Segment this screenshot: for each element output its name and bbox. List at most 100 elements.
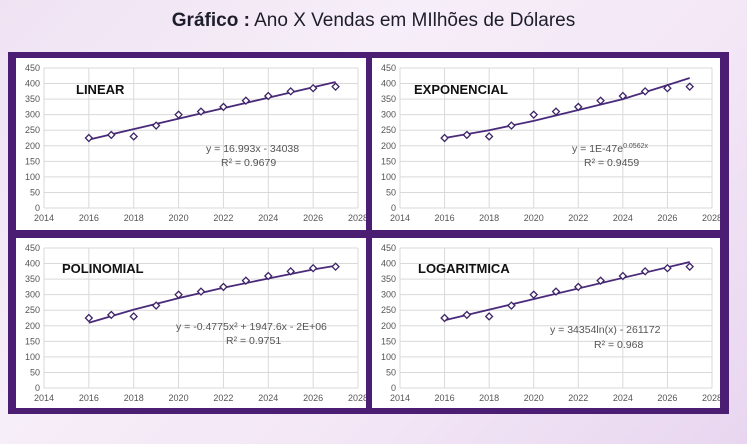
y-tick-label: 350	[25, 94, 40, 104]
data-point	[241, 276, 251, 285]
x-tick-label: 2028	[348, 393, 366, 403]
y-tick-label: 250	[25, 125, 40, 135]
y-tick-label: 450	[381, 63, 396, 73]
x-tick-label: 2014	[34, 213, 54, 223]
title-bold: Gráfico :	[171, 10, 250, 31]
y-tick-label: 250	[381, 305, 396, 315]
data-point	[529, 110, 539, 119]
charts-frame: 0 50 100 150 200 250 300 350 400 450 2014 2016 2018 2…	[8, 52, 729, 414]
x-tick-label: 2016	[435, 393, 455, 403]
r-squared: R² = 0.9751	[226, 335, 281, 347]
r-squared: R² = 0.968	[594, 339, 643, 351]
data-point	[640, 267, 650, 276]
r-squared: R² = 0.9679	[221, 157, 276, 169]
data-point	[685, 262, 695, 271]
panel-polinomial: 0 50 100 150 200 250 300 350 400 450 2014 2016 2018 2…	[16, 238, 366, 408]
data-point	[286, 267, 296, 276]
data-point	[596, 96, 605, 105]
y-tick-label: 50	[30, 367, 40, 377]
data-point	[129, 132, 139, 141]
data-point	[263, 91, 273, 101]
data-point	[331, 82, 340, 91]
data-point	[219, 102, 228, 112]
x-tick-label: 2014	[390, 393, 410, 403]
data-point	[618, 271, 628, 281]
data-point	[331, 262, 340, 271]
x-tick-label: 2028	[702, 213, 720, 223]
chart-polinomial: 0 50 100 150 200 250 300 350 400 450 2014 2016 2018 2…	[25, 243, 366, 403]
data-point	[219, 282, 228, 292]
data-point	[551, 287, 561, 296]
x-tick-label: 2026	[303, 393, 323, 403]
y-tick-label: 150	[25, 336, 40, 346]
panel-logaritmica: 0 50 100 150 200 250 300 350 400 450 2014 2016 2018 2…	[372, 238, 720, 408]
trend-equation: y = 34354ln(x) - 261172	[550, 324, 661, 336]
data-point	[440, 313, 449, 323]
data-point	[308, 263, 318, 273]
y-tick-label: 50	[386, 367, 396, 377]
x-tick-label: 2020	[169, 393, 189, 403]
page-title: Gráfico : Ano X Vendas em MIlhões de Dól…	[0, 10, 747, 32]
y-tick-label: 300	[381, 290, 396, 300]
y-tick-label: 150	[381, 336, 396, 346]
data-point	[484, 132, 494, 141]
data-point	[84, 133, 94, 143]
data-point	[573, 102, 583, 112]
trend-line	[88, 81, 336, 141]
data-point	[308, 83, 318, 93]
panel-title: LOGARITMICA	[418, 261, 510, 276]
x-tick-label: 2024	[613, 213, 633, 223]
y-tick-label: 0	[391, 383, 396, 393]
x-tick-label: 2022	[213, 393, 233, 403]
y-tick-label: 350	[25, 274, 40, 284]
y-tick-label: 450	[381, 243, 396, 253]
y-tick-label: 400	[25, 79, 40, 89]
y-tick-label: 400	[25, 259, 40, 269]
y-tick-label: 300	[25, 110, 40, 120]
data-point	[573, 282, 583, 292]
x-tick-label: 2022	[213, 213, 233, 223]
data-point	[685, 82, 695, 91]
panel-title: POLINOMIAL	[62, 261, 144, 276]
equation-exponent: 0.0562x	[623, 143, 648, 150]
x-tick-label: 2024	[258, 393, 278, 403]
data-point	[106, 130, 116, 140]
trend-equation: y = -0.4775x² + 1947.6x - 2E+06	[176, 321, 327, 333]
y-tick-label: 0	[391, 203, 396, 213]
data-point	[174, 110, 183, 119]
y-tick-label: 350	[381, 94, 396, 104]
x-tick-label: 2020	[524, 213, 544, 223]
panel-linear: 0 50 100 150 200 250 300 350 400 450 2014 2016 2018 2…	[16, 58, 366, 230]
x-tick-label: 2020	[524, 393, 544, 403]
y-tick-label: 350	[381, 274, 396, 284]
data-point	[84, 313, 94, 323]
x-tick-label: 2014	[34, 393, 54, 403]
x-tick-label: 2026	[657, 213, 677, 223]
y-tick-label: 0	[35, 203, 40, 213]
y-tick-label: 200	[381, 321, 396, 331]
y-tick-label: 100	[381, 172, 396, 182]
x-tick-label: 2026	[303, 213, 323, 223]
y-tick-label: 100	[25, 172, 40, 182]
data-point	[462, 310, 472, 320]
chart-exponencial: 0 50 100 150 200 250 300 350 400 450 2014 2016 2018 2…	[381, 63, 720, 223]
data-point	[440, 133, 449, 143]
x-tick-label: 2014	[390, 213, 410, 223]
y-tick-label: 450	[25, 243, 40, 253]
panel-title: EXPONENCIAL	[414, 82, 508, 97]
x-tick-label: 2018	[124, 393, 144, 403]
data-point	[174, 290, 183, 299]
data-point	[241, 96, 251, 105]
x-tick-label: 2016	[435, 213, 455, 223]
y-tick-label: 200	[381, 141, 396, 151]
chart-linear: 0 50 100 150 200 250 300 350 400 450 2014 2016 2018 2…	[25, 63, 366, 223]
y-tick-label: 150	[25, 156, 40, 166]
data-point	[263, 271, 273, 281]
x-tick-label: 2018	[479, 213, 499, 223]
x-tick-label: 2016	[79, 213, 99, 223]
data-point	[551, 107, 561, 116]
y-tick-label: 50	[30, 187, 40, 197]
data-point	[484, 312, 494, 321]
y-tick-label: 200	[25, 321, 40, 331]
data-point	[462, 130, 472, 140]
